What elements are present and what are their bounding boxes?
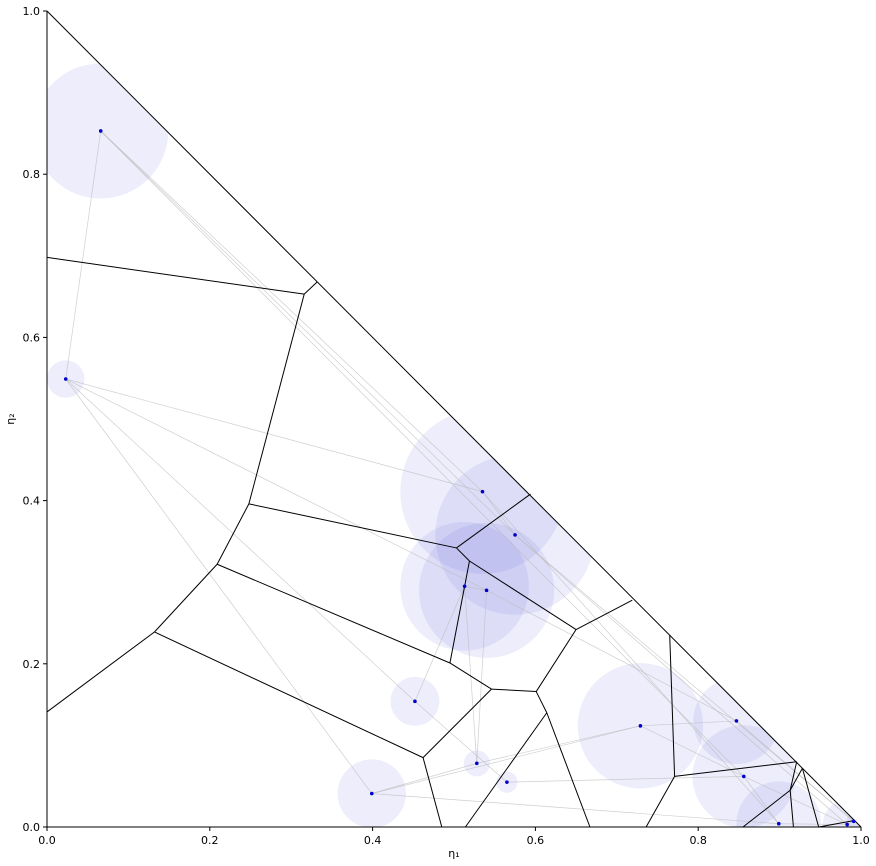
- neighbor-link-15: [476, 590, 487, 764]
- voronoi-edge-9: [469, 560, 577, 630]
- voronoi-edge-27: [789, 790, 794, 828]
- neighbor-link-24: [640, 725, 744, 777]
- data-point-1: [63, 377, 68, 381]
- voronoi-edge-1: [303, 281, 318, 295]
- voronoi-edge-17: [422, 688, 492, 758]
- x-tick-label-3: 0.6: [527, 834, 545, 847]
- voronoi-edge-24: [674, 761, 797, 777]
- neighbor-link-19: [371, 725, 641, 794]
- voronoi-edge-26: [742, 789, 791, 828]
- data-point-4: [462, 584, 467, 589]
- voronoi-edge-10: [449, 560, 470, 664]
- voronoi-edge-29: [801, 768, 820, 828]
- voronoi-edge-28: [789, 768, 803, 791]
- voronoi-edge-30: [818, 819, 855, 828]
- voronoi-edges-layer: [46, 10, 862, 828]
- voronoi-edge-0: [46, 256, 305, 295]
- neighbor-link-18: [371, 763, 477, 794]
- voronoi-edge-16: [154, 631, 424, 759]
- neighbor-link-22: [506, 776, 744, 783]
- neighbor-link-8: [482, 491, 516, 536]
- x-tick-label-2: 0.4: [364, 834, 382, 847]
- voronoi-edge-13: [491, 688, 537, 693]
- neighbor-link-2: [100, 130, 516, 536]
- neighbor-link-27: [743, 776, 780, 824]
- data-point-0: [98, 129, 103, 133]
- y-tick-label-3: 0.6: [23, 331, 41, 344]
- neighbor-link-12: [464, 585, 487, 591]
- neighbor-link-11: [514, 534, 854, 822]
- data-point-13: [776, 821, 781, 826]
- neighbor-link-1: [100, 130, 483, 492]
- data-point-12: [741, 774, 746, 779]
- neighbor-link-23: [640, 720, 737, 727]
- neighbor-link-13: [414, 586, 465, 702]
- data-point-9: [505, 780, 509, 784]
- x-axis-label: η₁: [448, 847, 459, 860]
- neighbor-link-17: [414, 701, 508, 783]
- neighbor-link-10: [514, 534, 848, 825]
- y-tick-label-4: 0.8: [23, 168, 41, 181]
- voronoi-edge-12: [449, 662, 492, 690]
- neighbor-link-20: [371, 793, 779, 825]
- voronoi-edge-18: [422, 757, 443, 828]
- data-point-5: [484, 588, 489, 593]
- voronoi-edge-15: [575, 599, 633, 630]
- voronoi-edge-2: [248, 294, 305, 504]
- data-point-6: [413, 699, 417, 704]
- simplex-boundary: [46, 10, 862, 828]
- voronoi-edge-14: [535, 629, 577, 692]
- data-point-3: [513, 533, 517, 537]
- x-tick-label-5: 1.0: [852, 834, 870, 847]
- data-point-8: [474, 761, 479, 766]
- x-tick-label-4: 0.8: [689, 834, 707, 847]
- voronoi-edge-7: [456, 493, 531, 549]
- neighbor-link-9: [482, 491, 780, 824]
- voronoi-edge-11: [216, 563, 451, 664]
- data-point-15: [851, 819, 856, 824]
- neighbor-link-16: [486, 590, 737, 722]
- y-tick-label-2: 0.4: [23, 495, 41, 508]
- y-tick-label-5: 1.0: [23, 5, 41, 18]
- data-point-11: [734, 719, 739, 723]
- voronoi-edge-19: [535, 691, 548, 713]
- y-tick-label-0: 0.0: [23, 821, 41, 834]
- neighbor-link-0: [65, 130, 102, 380]
- neighbor-link-6: [65, 378, 373, 794]
- x-tick-label-0: 0.0: [38, 834, 56, 847]
- voronoi-edge-3: [216, 503, 250, 565]
- neighbor-link-14: [464, 586, 478, 764]
- voronoi-edge-8: [456, 547, 470, 562]
- neighbor-link-26: [743, 776, 848, 825]
- y-axis-label: η₂: [4, 413, 17, 424]
- voronoi-edge-20: [464, 712, 548, 828]
- voronoi-edge-25: [789, 761, 798, 791]
- data-point-7: [369, 791, 374, 796]
- y-tick-label-1: 0.2: [23, 658, 41, 671]
- data-point-2: [480, 489, 485, 494]
- data-point-10: [638, 724, 643, 728]
- neighbor-link-5: [65, 378, 487, 591]
- x-tick-label-1: 0.2: [201, 834, 219, 847]
- data-point-14: [845, 822, 849, 827]
- voronoi-edge-4: [154, 563, 218, 633]
- voronoi-edge-23: [645, 776, 676, 828]
- voronoi-edge-21: [546, 712, 591, 828]
- neighbor-link-4: [65, 378, 483, 492]
- neighbor-link-28: [778, 823, 848, 825]
- neighbor-link-7: [65, 378, 416, 702]
- voronoi-edge-6: [248, 503, 457, 549]
- voronoi-edge-5: [46, 631, 155, 713]
- points-layer: [63, 129, 856, 827]
- axes: 0.0 0.2 0.4 0.6 0.8 1.0 0.0 0.2 0.4 0.6 0.8 1.0: [23, 5, 870, 847]
- voronoi-edge-22: [669, 635, 676, 777]
